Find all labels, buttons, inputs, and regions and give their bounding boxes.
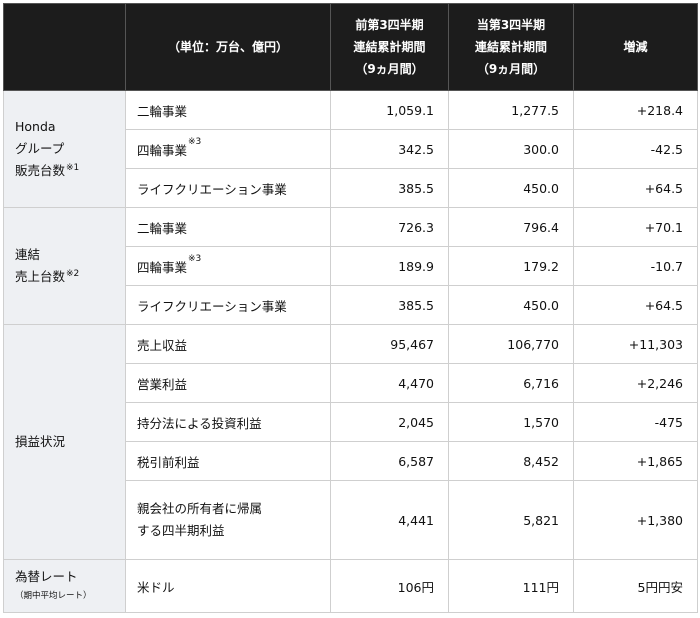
table-row: ライフクリエーション事業 385.5 450.0 +64.5: [4, 285, 698, 325]
prev-value: 726.3: [330, 207, 449, 247]
footnote-mark: ※3: [188, 136, 202, 147]
row-label: 親会社の所有者に帰属 する四半期利益: [125, 480, 331, 560]
group-consolidated-sales: 連結 売上台数※2: [3, 207, 126, 325]
diff-value: -10.7: [573, 246, 698, 286]
header-previous-period: 前第3四半期 連結累計期間 （9ヵ月間）: [330, 3, 449, 91]
curr-value: 8,452: [448, 441, 574, 481]
diff-value: +1,865: [573, 441, 698, 481]
curr-value: 111円: [448, 559, 574, 613]
diff-value: +70.1: [573, 207, 698, 247]
curr-value: 450.0: [448, 285, 574, 325]
prev-value: 385.5: [330, 285, 449, 325]
header-current-period: 当第3四半期 連結累計期間 （9ヵ月間）: [448, 3, 574, 91]
diff-value: +11,303: [573, 324, 698, 364]
curr-value: 450.0: [448, 168, 574, 208]
prev-value: 2,045: [330, 402, 449, 442]
group-exchange-rate: 為替レート （期中平均レート）: [3, 559, 126, 613]
row-label: ライフクリエーション事業: [125, 285, 331, 325]
diff-value: +1,380: [573, 480, 698, 560]
curr-value: 6,716: [448, 363, 574, 403]
row-label: 二輪事業: [125, 90, 331, 130]
prev-value: 385.5: [330, 168, 449, 208]
row-label: 米ドル: [125, 559, 331, 613]
table-row: 為替レート （期中平均レート） 米ドル 106円 111円 5円円安: [3, 559, 698, 613]
prev-value: 95,467: [330, 324, 449, 364]
row-label: 持分法による投資利益: [125, 402, 331, 442]
table-row: ライフクリエーション事業 385.5 450.0 +64.5: [4, 168, 698, 208]
table-row: 四輪事業※3 342.5 300.0 -42.5: [4, 129, 698, 169]
footnote-mark: ※2: [66, 269, 80, 279]
curr-value: 1,570: [448, 402, 574, 442]
curr-value: 796.4: [448, 207, 574, 247]
diff-value: 5円円安: [573, 559, 698, 613]
header-change: 増減: [573, 3, 698, 91]
row-label: 税引前利益: [125, 441, 331, 481]
table-row: Honda グループ 販売台数※1 二輪事業 1,059.1 1,277.5 +…: [3, 90, 698, 208]
curr-value: 1,277.5: [448, 90, 574, 130]
row-label: 売上収益: [125, 324, 331, 364]
prev-value: 189.9: [330, 246, 449, 286]
table-row: 連結 売上台数※2 二輪事業 726.3 796.4 +70.1: [3, 207, 698, 325]
row-label: 二輪事業: [125, 207, 331, 247]
row-label: 四輪事業※3: [125, 129, 331, 169]
prev-value: 4,470: [330, 363, 449, 403]
diff-value: +64.5: [573, 285, 698, 325]
curr-value: 106,770: [448, 324, 574, 364]
diff-value: -475: [573, 402, 698, 442]
row-label: 四輪事業※3: [125, 246, 331, 286]
diff-value: +64.5: [573, 168, 698, 208]
table-row: 持分法による投資利益 2,045 1,570 -475: [4, 402, 698, 442]
table-row: 親会社の所有者に帰属 する四半期利益 4,441 5,821 +1,380: [4, 480, 698, 560]
prev-value: 4,441: [330, 480, 449, 560]
prev-value: 106円: [330, 559, 449, 613]
footnote-mark: ※3: [188, 253, 202, 264]
group-honda-sales: Honda グループ 販売台数※1: [3, 90, 126, 208]
curr-value: 300.0: [448, 129, 574, 169]
prev-value: 6,587: [330, 441, 449, 481]
curr-value: 179.2: [448, 246, 574, 286]
diff-value: +218.4: [573, 90, 698, 130]
curr-value: 5,821: [448, 480, 574, 560]
table-row: 四輪事業※3 189.9 179.2 -10.7: [4, 246, 698, 286]
group-profit-loss: 損益状況: [3, 324, 126, 560]
diff-value: +2,246: [573, 363, 698, 403]
row-label: ライフクリエーション事業: [125, 168, 331, 208]
header-unit: （単位：万台、億円）: [125, 3, 331, 91]
footnote-mark: ※1: [66, 163, 80, 173]
prev-value: 342.5: [330, 129, 449, 169]
header-blank: [3, 3, 126, 91]
prev-value: 1,059.1: [330, 90, 449, 130]
row-label: 営業利益: [125, 363, 331, 403]
header-row: （単位：万台、億円） 前第3四半期 連結累計期間 （9ヵ月間） 当第3四半期 連…: [3, 3, 698, 91]
financial-results-table: （単位：万台、億円） 前第3四半期 連結累計期間 （9ヵ月間） 当第3四半期 連…: [3, 3, 698, 613]
diff-value: -42.5: [573, 129, 698, 169]
table-row: 損益状況 売上収益 95,467 106,770 +11,303: [3, 324, 698, 560]
